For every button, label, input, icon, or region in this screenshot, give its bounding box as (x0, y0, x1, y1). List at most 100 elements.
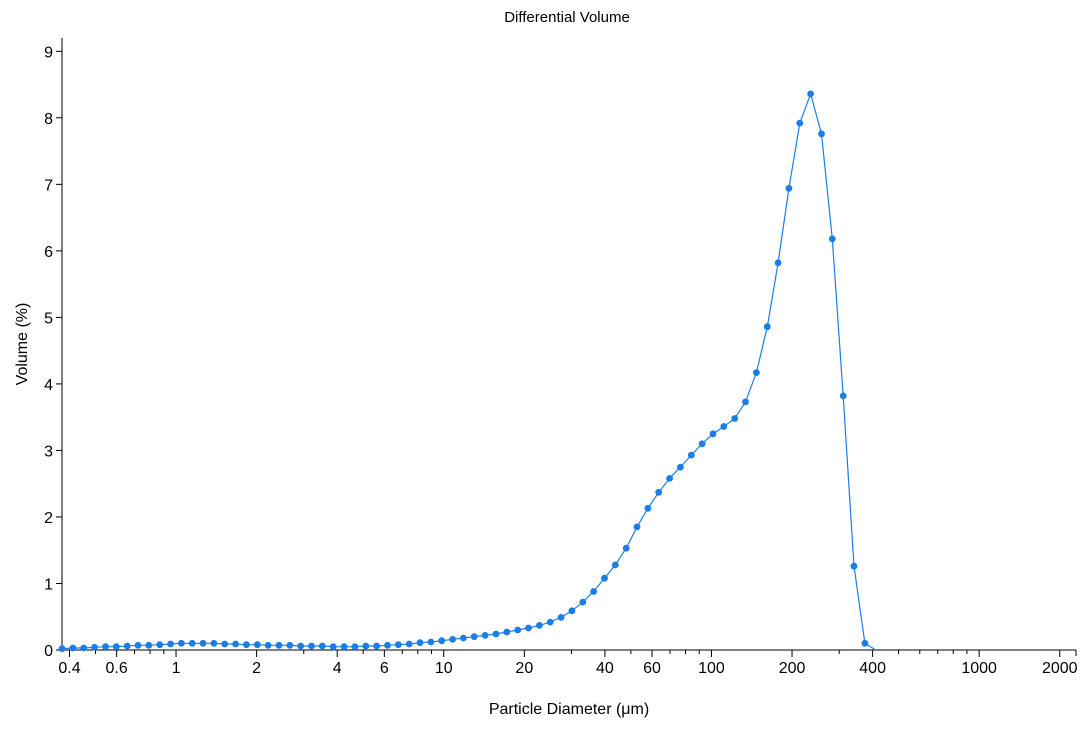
data-point (253, 641, 261, 649)
data-point (362, 642, 370, 650)
y-tick-label: 9 (44, 44, 53, 61)
data-point (405, 640, 413, 648)
y-tick-label: 7 (44, 177, 53, 194)
data-point (546, 618, 554, 626)
data-point (91, 643, 98, 651)
data-point (449, 636, 456, 643)
data-point (232, 640, 240, 648)
data-point (601, 574, 608, 582)
y-tick-label: 3 (44, 443, 53, 460)
data-point (785, 184, 793, 192)
x-tick-label: 2 (252, 660, 261, 677)
data-point (470, 633, 478, 641)
data-point (243, 641, 250, 649)
y-tick-label: 6 (44, 244, 53, 261)
data-point (460, 634, 467, 642)
data-point (644, 504, 652, 512)
data-point (753, 369, 760, 376)
data-point (264, 641, 272, 649)
data-point (308, 642, 315, 650)
data-point (633, 523, 641, 531)
data-point (525, 624, 532, 632)
x-tick-label: 40 (596, 660, 614, 677)
data-point (112, 643, 120, 651)
data-point (557, 614, 565, 621)
data-point (178, 639, 185, 647)
data-point (329, 643, 337, 651)
data-point (720, 423, 728, 430)
data-point (796, 119, 804, 127)
series-layer (58, 90, 877, 653)
y-axis-label: Volume (%) (14, 303, 31, 386)
x-tick-label: 4 (333, 660, 342, 677)
data-point (850, 562, 858, 570)
chart-title: Differential Volume (504, 9, 630, 26)
data-point (416, 639, 424, 647)
x-tick-label: 10 (435, 660, 453, 677)
data-point (199, 639, 207, 647)
data-point (677, 463, 684, 471)
data-point (828, 235, 836, 243)
series-line (61, 91, 877, 651)
x-tick-label: 1000 (961, 660, 997, 677)
x-tick-label: 0.6 (106, 660, 128, 677)
data-point (318, 642, 326, 650)
y-tick-label: 8 (44, 111, 53, 128)
data-point (503, 628, 511, 636)
data-point (514, 626, 522, 634)
y-axis-ticks: 0 1 2 3 4 5 6 7 8 9 (44, 44, 62, 660)
data-point (134, 641, 142, 649)
data-point (731, 415, 739, 422)
data-point (611, 561, 619, 569)
data-point (861, 639, 869, 647)
y-tick-label: 5 (44, 310, 53, 327)
data-point (427, 638, 435, 646)
plot-frame (61, 38, 1077, 656)
x-axis-ticks: 0.4 0.6 1 2 4 6 10 20 40 60 100 200 400 1000 2000 (58, 650, 1078, 677)
data-point (763, 323, 771, 331)
data-point (666, 475, 673, 482)
data-point (340, 643, 348, 651)
y-tick-label: 0 (44, 643, 53, 660)
data-point (568, 607, 576, 615)
x-axis-label: Particle Diameter (μm) (489, 701, 649, 718)
data-point (145, 641, 153, 649)
y-tick-label: 1 (44, 576, 53, 593)
data-point (102, 643, 109, 651)
data-point (622, 544, 630, 552)
data-point (80, 644, 88, 652)
data-point (123, 642, 131, 650)
data-point (69, 644, 77, 652)
data-point (221, 640, 229, 648)
data-point (698, 440, 706, 448)
data-point (536, 622, 543, 629)
data-point (839, 392, 847, 400)
data-point (818, 130, 825, 138)
y-tick-label: 4 (44, 377, 53, 394)
x-tick-label: 100 (698, 660, 725, 677)
data-point (579, 598, 587, 606)
x-tick-label: 1 (172, 660, 181, 677)
x-tick-label: 20 (515, 660, 533, 677)
data-point (438, 637, 446, 645)
data-point (687, 451, 695, 459)
data-point (167, 640, 175, 648)
data-point (286, 641, 294, 649)
data-point (297, 642, 305, 650)
data-point (210, 639, 218, 647)
data-point (742, 398, 749, 406)
data-point (58, 645, 66, 653)
x-tick-label: 2000 (1042, 660, 1078, 677)
data-point (492, 630, 500, 638)
data-point (709, 430, 717, 438)
data-point (774, 259, 782, 267)
data-point (807, 90, 814, 98)
y-tick-label: 2 (44, 510, 53, 527)
data-point (590, 588, 597, 595)
data-point (481, 632, 489, 639)
x-tick-label: 400 (859, 660, 886, 677)
data-point (188, 639, 196, 647)
x-tick-label: 200 (779, 660, 806, 677)
